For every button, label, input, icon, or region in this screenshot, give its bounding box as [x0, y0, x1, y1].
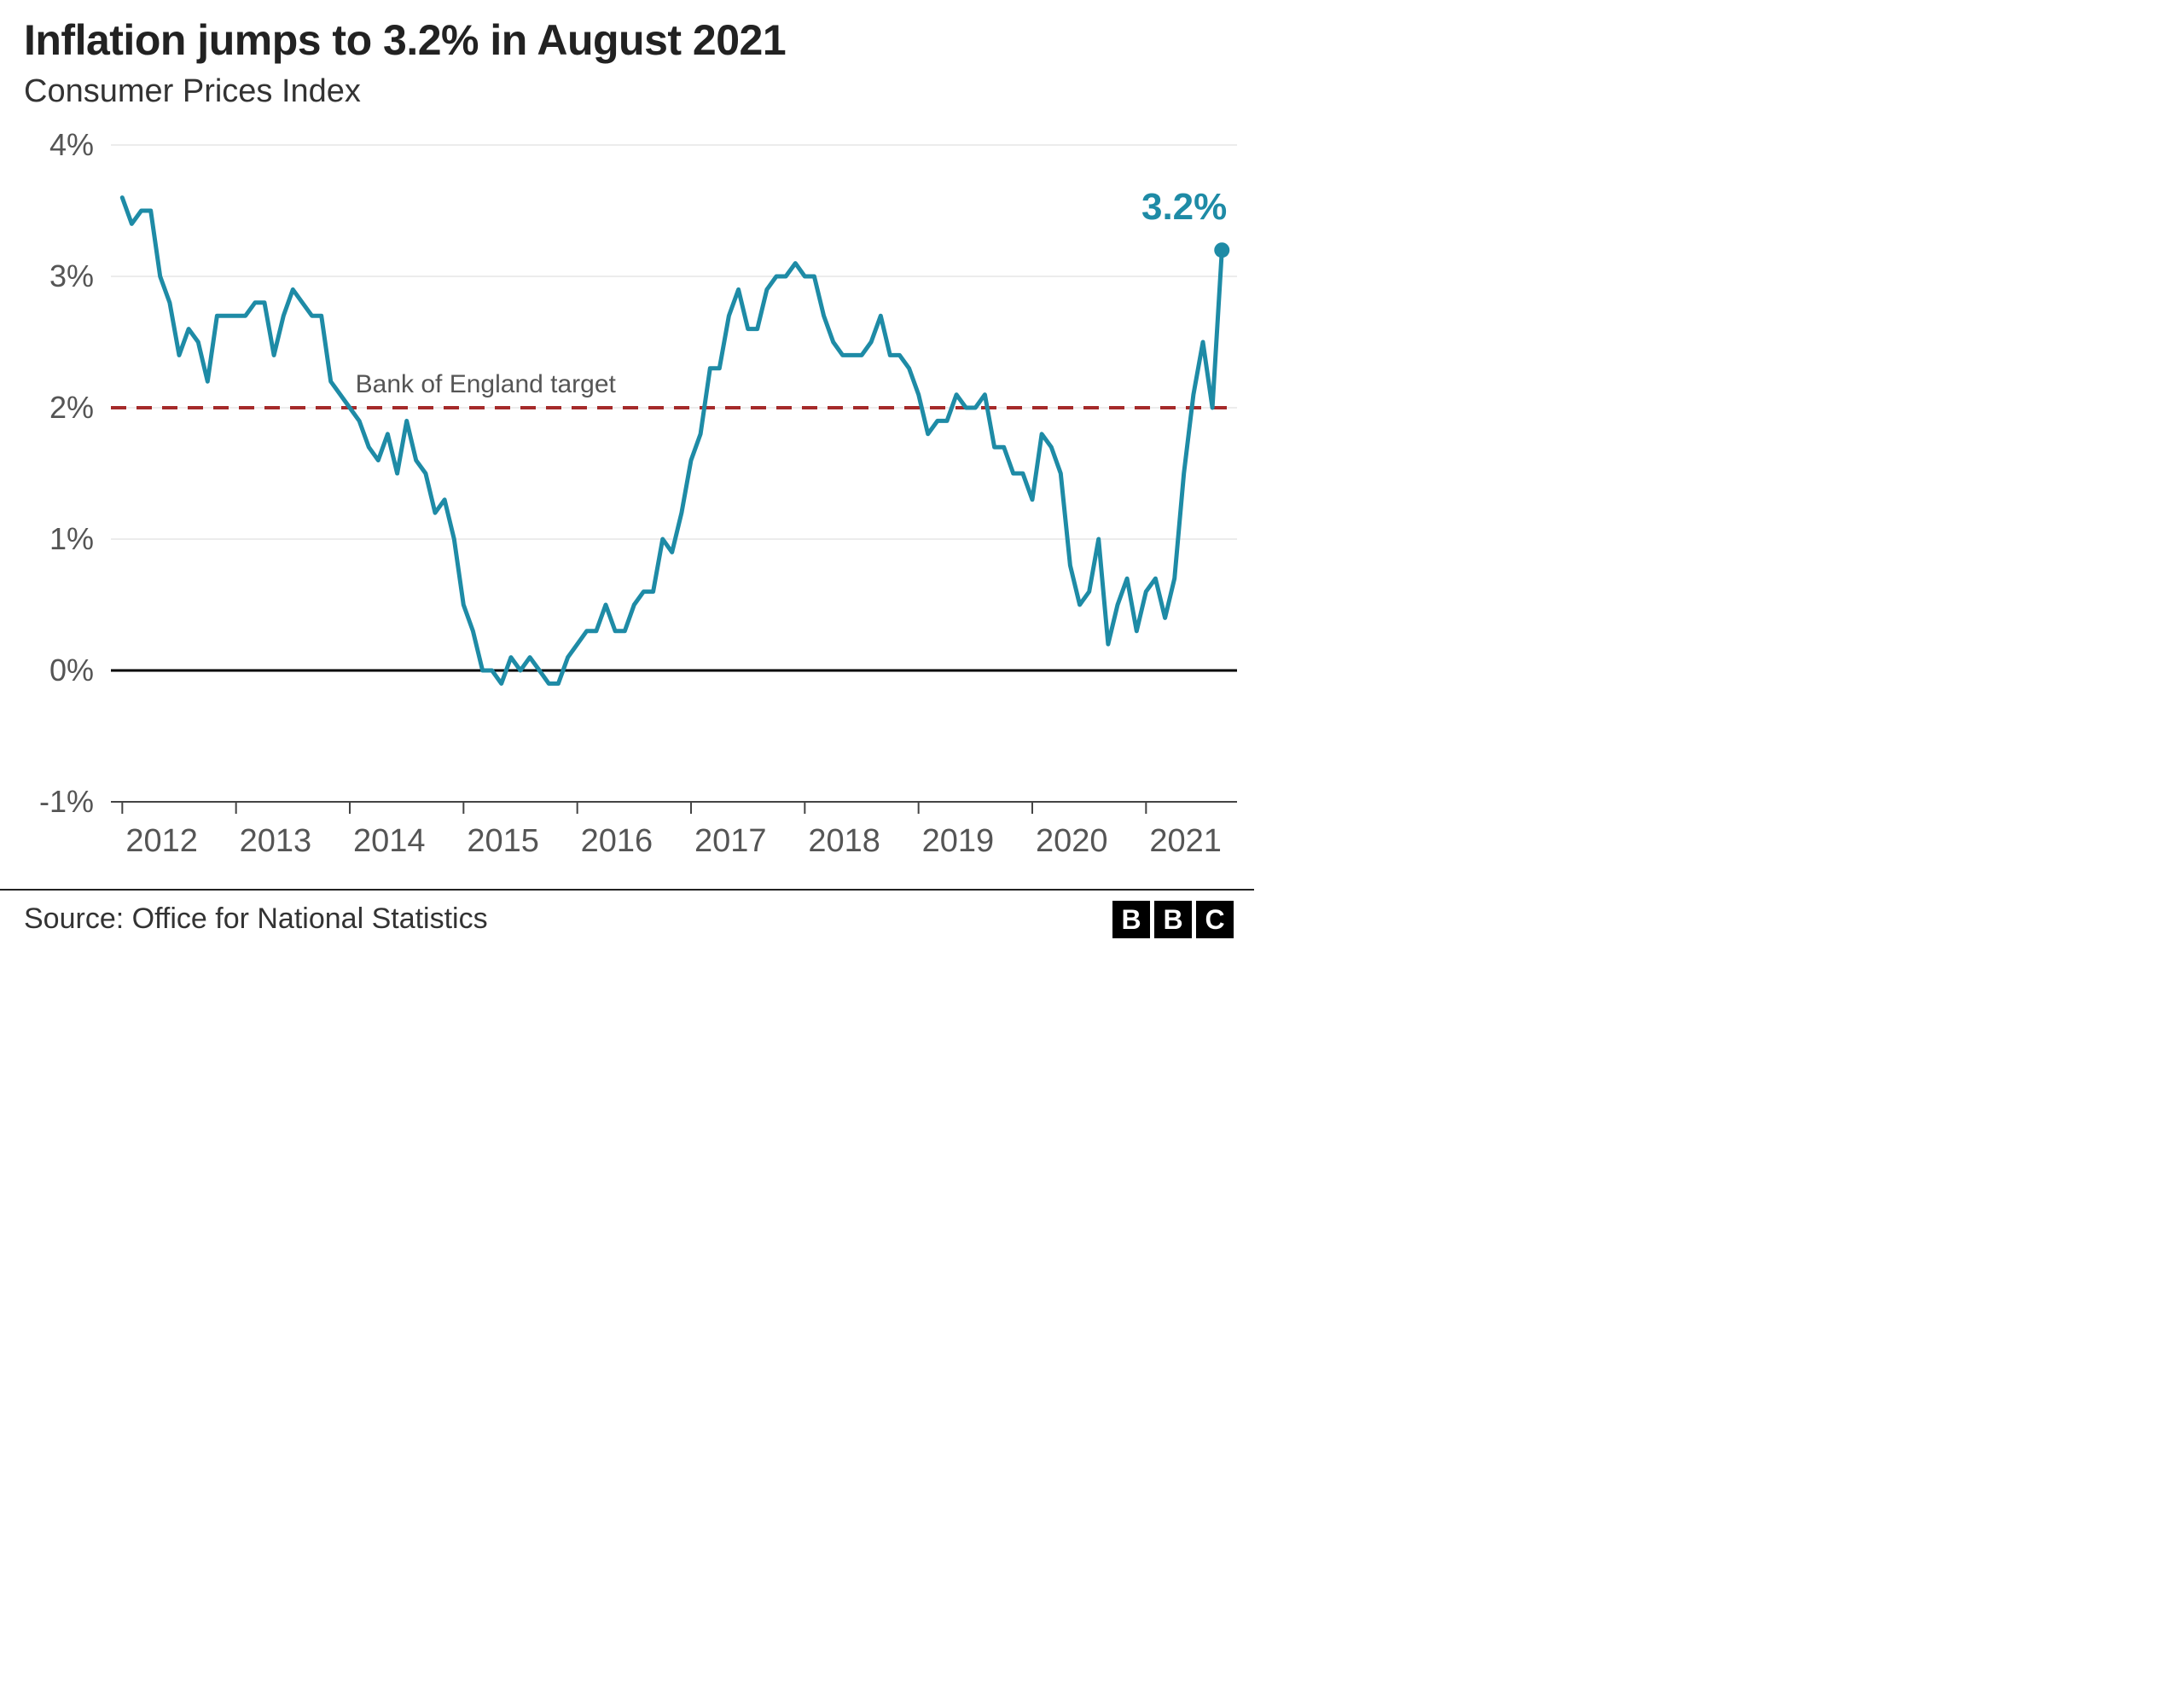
- bbc-logo: B B C: [1112, 901, 1234, 938]
- bbc-logo-letter: B: [1154, 901, 1192, 938]
- x-axis-label: 2018: [808, 823, 880, 859]
- x-axis-label: 2020: [1036, 823, 1108, 859]
- bbc-logo-letter: B: [1112, 901, 1150, 938]
- footer-divider: [0, 889, 1254, 891]
- y-axis-label: 4%: [49, 128, 94, 162]
- source-text: Source: Office for National Statistics: [24, 902, 488, 936]
- bbc-logo-letter: C: [1196, 901, 1234, 938]
- x-axis-label: 2013: [240, 823, 312, 859]
- x-axis-label: 2015: [467, 823, 539, 859]
- y-axis-label: 0%: [49, 653, 94, 688]
- y-axis-label: 1%: [49, 521, 94, 556]
- x-axis-label: 2014: [353, 823, 426, 859]
- y-axis-label: 2%: [49, 390, 94, 425]
- y-axis-label: 3%: [49, 258, 94, 293]
- end-marker: [1214, 242, 1229, 258]
- y-axis-label: -1%: [39, 784, 94, 819]
- chart-container: Inflation jumps to 3.2% in August 2021 C…: [0, 0, 1254, 979]
- end-label: 3.2%: [1141, 186, 1227, 228]
- x-axis-label: 2019: [922, 823, 995, 859]
- x-axis-label: 2017: [694, 823, 767, 859]
- x-axis-label: 2012: [125, 823, 198, 859]
- x-axis-label: 2021: [1149, 823, 1222, 859]
- target-line-label: Bank of England target: [356, 370, 617, 398]
- chart-subtitle: Consumer Prices Index: [24, 73, 361, 110]
- chart-title: Inflation jumps to 3.2% in August 2021: [24, 15, 786, 65]
- data-line: [122, 198, 1222, 684]
- x-axis-label: 2016: [581, 823, 653, 859]
- line-chart: -1% 0% 1% 2% 3% 4% Bank of England target 2012 2…: [0, 128, 1254, 879]
